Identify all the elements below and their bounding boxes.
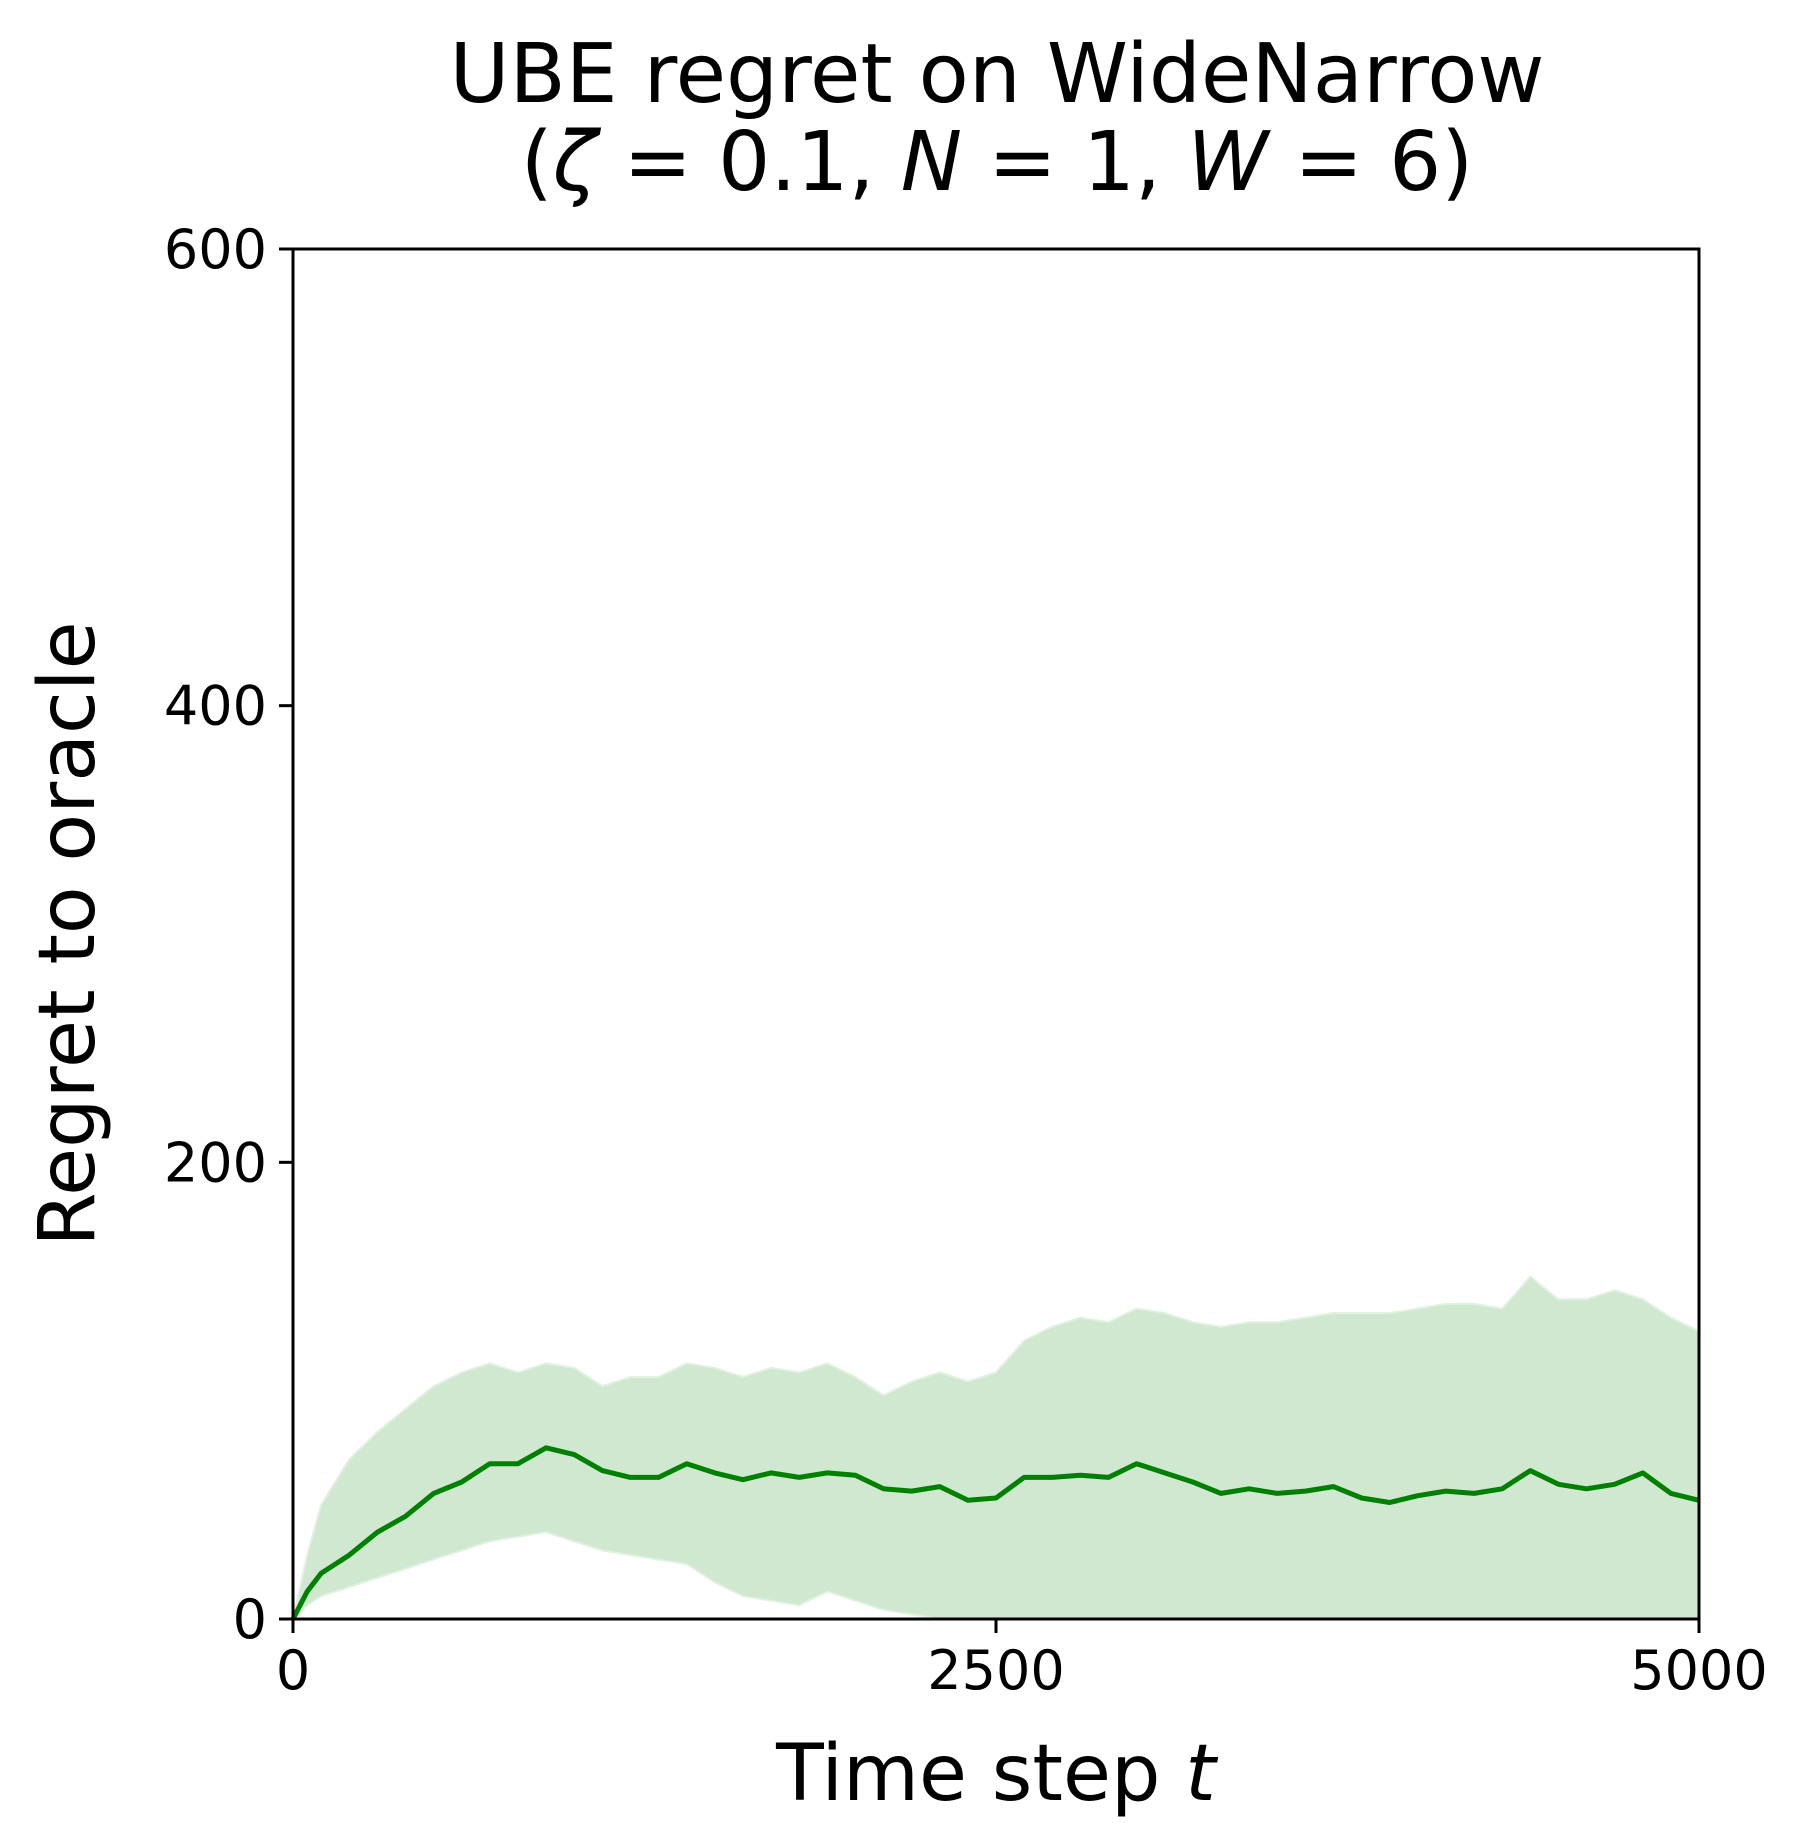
x-tick-label: 5000 — [1630, 1639, 1767, 1702]
x-axis-label: Time step t — [775, 1729, 1218, 1819]
y-axis-ticks: 0 200 400 600 — [164, 218, 293, 1651]
mean-regret-line — [290, 1445, 1700, 1621]
title-n-value: = 1, — [962, 115, 1187, 210]
x-tick-label: 0 — [276, 1639, 310, 1702]
chart-title-line1: UBE regret on WideNarrow — [450, 27, 1545, 122]
title-zeta-value: = 0.1, — [597, 115, 900, 210]
x-axis-label-var: t — [1185, 1729, 1218, 1819]
y-tick-label: 400 — [164, 675, 267, 738]
x-axis-ticks: 0 2500 5000 — [276, 1619, 1768, 1702]
title-n-symbol: N — [901, 115, 962, 210]
title-w-value: = 6) — [1268, 115, 1473, 210]
y-axis-label: Regret to oracle — [23, 621, 113, 1246]
x-axis-label-text: Time step — [775, 1729, 1185, 1819]
title-open-paren: ( — [521, 115, 553, 210]
title-zeta-symbol: ζ — [552, 115, 602, 210]
y-tick-label: 600 — [164, 218, 267, 281]
y-tick-label: 200 — [164, 1131, 267, 1194]
chart-title-line2: (ζ = 0.1, N = 1, W = 6) — [521, 115, 1474, 210]
plot-content — [290, 1275, 1700, 1623]
title-w-symbol: W — [1187, 115, 1271, 210]
x-tick-label: 2500 — [927, 1639, 1064, 1702]
y-tick-label: 0 — [233, 1588, 267, 1651]
